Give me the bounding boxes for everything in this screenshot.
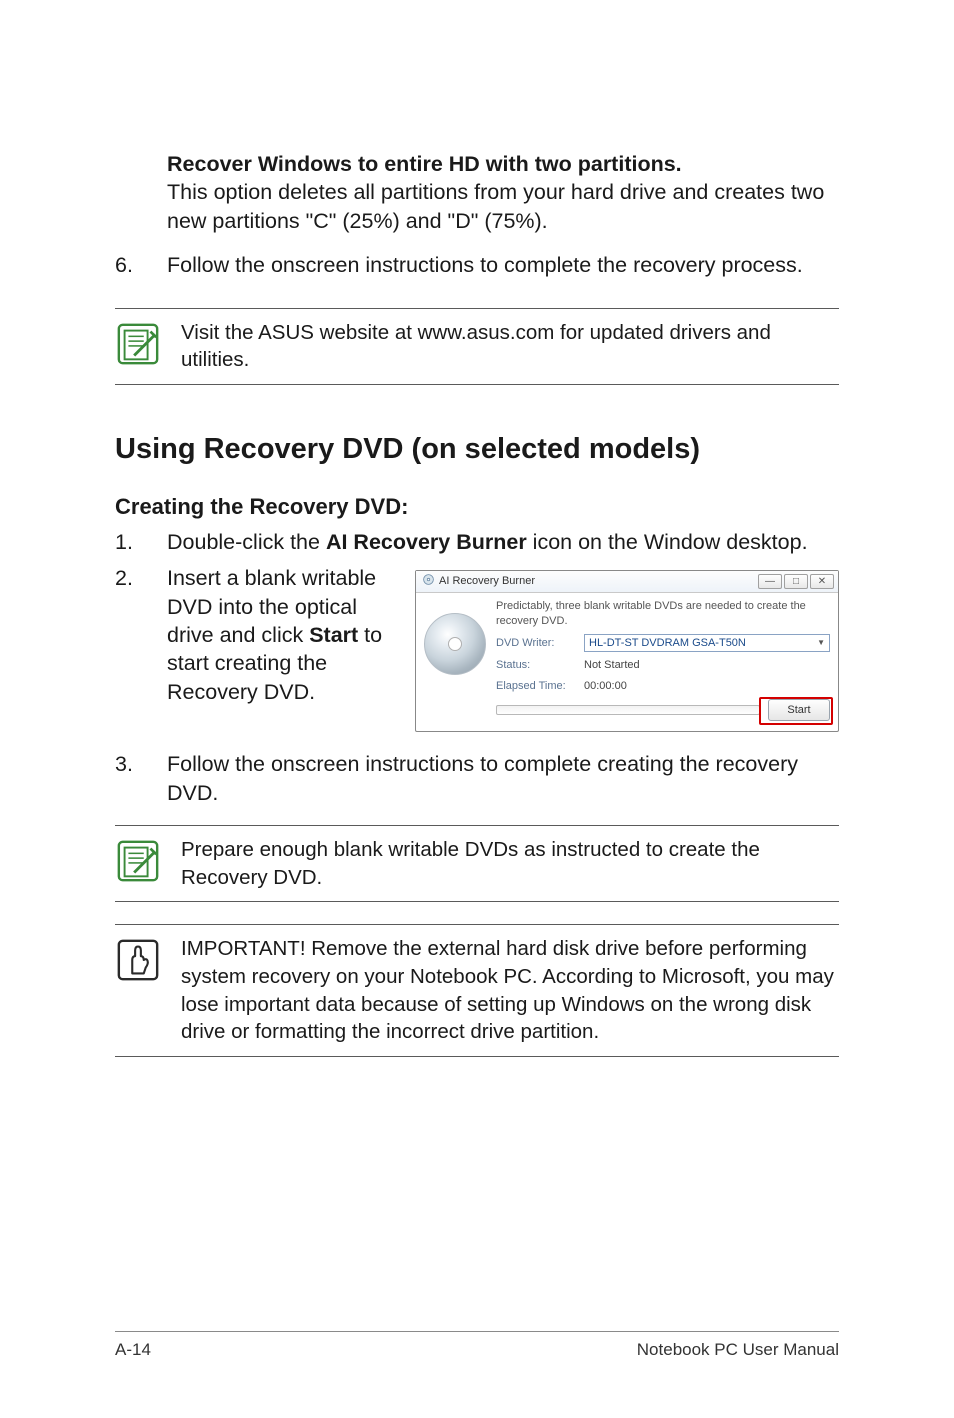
chevron-down-icon: ▼ <box>817 638 825 649</box>
step-6-text: Follow the onscreen instructions to comp… <box>167 251 839 279</box>
step-2-number: 2. <box>115 564 167 732</box>
step-3-number: 3. <box>115 750 167 807</box>
elapsed-value: 00:00:00 <box>584 679 830 694</box>
maximize-button[interactable]: □ <box>784 574 808 589</box>
writer-label: DVD Writer: <box>496 636 584 651</box>
note-1-text: Visit the ASUS website at www.asus.com f… <box>175 319 839 374</box>
sub-heading: Creating the Recovery DVD: <box>115 494 839 520</box>
dialog-message: Predictably, three blank writable DVDs a… <box>496 599 830 628</box>
note-important: IMPORTANT! Remove the external hard disk… <box>115 924 839 1057</box>
note-icon <box>115 836 175 889</box>
step-3-text: Follow the onscreen instructions to comp… <box>167 750 839 807</box>
start-button[interactable]: Start <box>768 699 830 721</box>
note-updated-drivers: Visit the ASUS website at www.asus.com f… <box>115 308 839 385</box>
recover-option-title: Recover Windows to entire HD with two pa… <box>167 150 839 178</box>
disc-icon <box>424 613 486 675</box>
step-1-text: Double-click the AI Recovery Burner icon… <box>167 528 839 556</box>
note-icon <box>115 319 175 372</box>
minimize-button[interactable]: — <box>758 574 782 589</box>
page-footer: A-14 Notebook PC User Manual <box>115 1331 839 1360</box>
note-3-text: IMPORTANT! Remove the external hard disk… <box>175 935 839 1046</box>
close-button[interactable]: ✕ <box>810 574 834 589</box>
elapsed-label: Elapsed Time: <box>496 679 584 694</box>
section-heading: Using Recovery DVD (on selected models) <box>115 433 839 466</box>
page-number: A-14 <box>115 1340 151 1360</box>
step-6-number: 6. <box>115 251 167 279</box>
note-prepare-dvds: Prepare enough blank writable DVDs as in… <box>115 825 839 902</box>
writer-select[interactable]: HL-DT-ST DVDRAM GSA-T50N ▼ <box>584 634 830 652</box>
dialog-app-icon <box>422 573 435 591</box>
footer-title: Notebook PC User Manual <box>637 1340 839 1360</box>
hand-icon <box>115 935 175 988</box>
step-2-text: Insert a blank writable DVD into the opt… <box>167 564 387 706</box>
dialog-title: AI Recovery Burner <box>439 574 535 589</box>
status-label: Status: <box>496 658 584 673</box>
progress-bar <box>496 705 760 715</box>
status-value: Not Started <box>584 658 830 673</box>
note-2-text: Prepare enough blank writable DVDs as in… <box>175 836 839 891</box>
step-1-number: 1. <box>115 528 167 556</box>
ai-recovery-dialog: AI Recovery Burner — □ ✕ Predictably, th… <box>415 570 839 732</box>
recover-option-desc: This option deletes all partitions from … <box>167 178 839 235</box>
